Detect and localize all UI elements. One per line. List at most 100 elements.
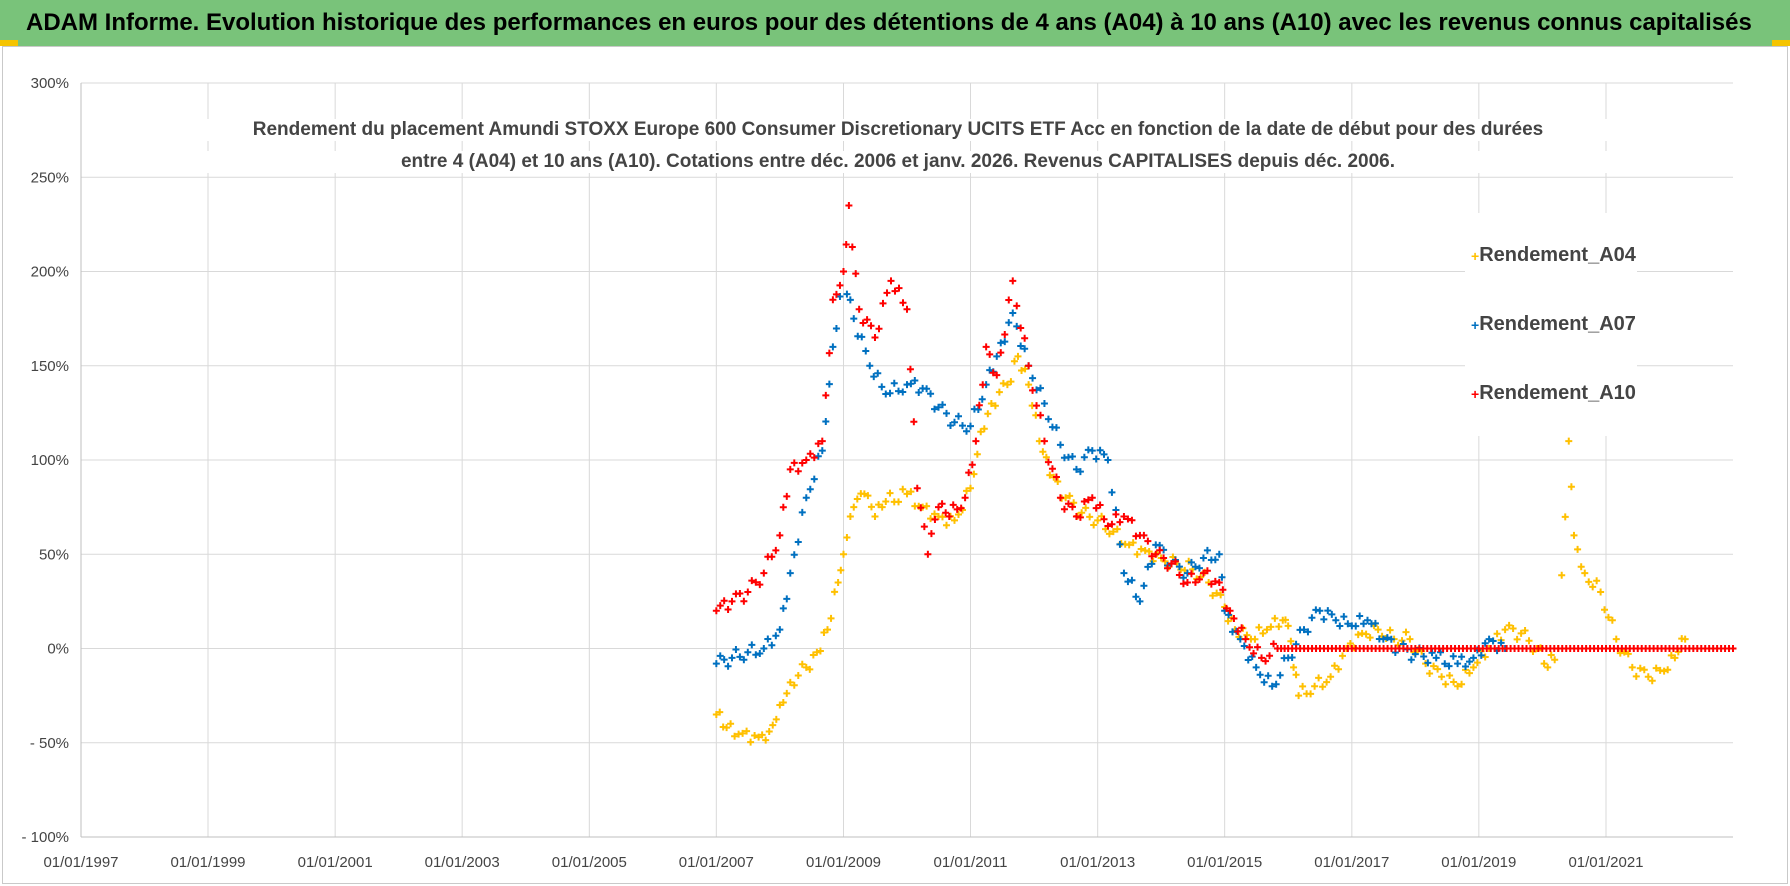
data-point-a10 <box>945 513 953 521</box>
data-point-a04 <box>1493 630 1501 638</box>
data-point-a10 <box>1056 494 1064 502</box>
data-point-a04 <box>1003 381 1011 389</box>
data-point-a07 <box>798 508 806 516</box>
data-point-a04 <box>1217 591 1225 599</box>
data-point-a10 <box>879 299 887 307</box>
data-point-a04 <box>1521 627 1529 635</box>
data-point-a07 <box>862 347 870 355</box>
data-point-a07 <box>1375 635 1383 643</box>
data-point-a04 <box>1263 626 1271 634</box>
data-point-a04 <box>1581 569 1589 577</box>
data-point-a10 <box>776 531 784 539</box>
data-point-a04 <box>1243 631 1251 639</box>
data-point-a04 <box>1133 550 1141 558</box>
data-point-a04 <box>1105 530 1113 538</box>
data-point-a10 <box>724 606 732 614</box>
data-point-a07 <box>806 485 814 493</box>
data-point-a04 <box>1255 623 1263 631</box>
data-point-a04 <box>843 534 851 542</box>
data-point-a04 <box>1213 589 1221 597</box>
data-point-a04 <box>1465 669 1473 677</box>
data-point-a10 <box>1725 645 1733 652</box>
data-point-a04 <box>1094 516 1102 524</box>
data-point-a04 <box>923 502 931 510</box>
data-point-a07 <box>728 654 736 662</box>
data-point-a07 <box>1211 556 1219 564</box>
data-point-a04 <box>995 388 1003 396</box>
data-point-a10 <box>1183 579 1191 587</box>
data-point-a07 <box>1458 653 1466 661</box>
x-tick-label: 01/01/2009 <box>806 854 881 871</box>
data-point-a10 <box>848 243 856 251</box>
data-point-a07 <box>1116 540 1124 548</box>
chart-title-line-1: Rendement du placement Amundi STOXX Euro… <box>153 119 1643 141</box>
data-point-a04 <box>1589 583 1597 591</box>
data-point-a10 <box>1175 571 1183 579</box>
data-point-a07 <box>1454 660 1462 668</box>
data-point-a10 <box>779 503 787 511</box>
data-point-a07 <box>966 422 974 430</box>
data-point-a07 <box>1072 465 1080 473</box>
data-point-a04 <box>1597 588 1605 596</box>
data-point-a04 <box>1454 682 1462 690</box>
data-point-a07 <box>1179 574 1187 582</box>
data-point-a07 <box>931 405 939 413</box>
data-point-a07 <box>1100 450 1108 458</box>
report-header: ADAM Informe. Evolution historique des p… <box>0 0 1790 46</box>
data-point-a10 <box>1048 465 1056 473</box>
data-point-a07 <box>1080 453 1088 461</box>
data-point-a10 <box>913 484 921 492</box>
data-point-a07 <box>927 390 935 398</box>
data-point-a07 <box>736 653 744 661</box>
data-point-a07 <box>1104 456 1112 464</box>
data-point-a07 <box>1481 639 1489 647</box>
data-point-a07 <box>779 604 787 612</box>
data-point-a10 <box>1160 554 1168 562</box>
data-point-a07 <box>846 296 854 304</box>
data-point-a10 <box>1246 643 1254 651</box>
data-point-a04 <box>1307 690 1315 698</box>
data-point-a10 <box>993 371 1001 379</box>
data-point-a04 <box>875 501 883 509</box>
data-point-a10 <box>740 597 748 605</box>
chart-legend: + Rendement_A04 + Rendement_A07 + Rendem… <box>1465 213 1637 436</box>
data-point-a04 <box>991 402 999 410</box>
data-point-a07 <box>1076 468 1084 476</box>
data-point-a10 <box>1534 645 1542 652</box>
data-point-a10 <box>760 569 768 577</box>
data-point-a07 <box>1040 399 1048 407</box>
data-point-a07 <box>858 333 866 341</box>
data-point-a10 <box>736 590 744 598</box>
data-point-a10 <box>917 504 925 512</box>
data-point-a10 <box>1052 473 1060 481</box>
data-point-a04 <box>719 723 727 731</box>
data-point-a04 <box>806 665 814 673</box>
data-point-a10 <box>1029 386 1037 394</box>
data-point-a10 <box>1471 645 1479 652</box>
data-point-a04 <box>895 498 903 506</box>
data-point-a04 <box>1090 521 1098 529</box>
data-point-a10 <box>1112 510 1120 518</box>
data-point-a04 <box>1632 672 1640 680</box>
data-point-a10 <box>906 365 914 373</box>
data-point-a04 <box>758 731 766 739</box>
data-point-a10 <box>979 381 987 389</box>
data-point-a10 <box>1262 657 1270 665</box>
data-point-a07 <box>986 366 994 374</box>
data-point-a04 <box>794 672 802 680</box>
data-point-a07 <box>1469 654 1477 662</box>
data-point-a04 <box>1398 637 1406 645</box>
data-point-a07 <box>1485 635 1493 643</box>
data-point-a04 <box>747 738 755 746</box>
data-point-a07 <box>1140 582 1148 590</box>
data-point-a04 <box>871 513 879 521</box>
data-point-a04 <box>1209 592 1217 600</box>
data-point-a04 <box>1469 663 1477 671</box>
data-point-a10 <box>1230 615 1238 623</box>
data-point-a10 <box>836 281 844 289</box>
data-point-a10 <box>1017 324 1025 332</box>
data-point-a10 <box>1211 577 1219 585</box>
legend-item-a10: + Rendement_A10 <box>1471 359 1636 428</box>
data-point-a07 <box>724 662 732 670</box>
